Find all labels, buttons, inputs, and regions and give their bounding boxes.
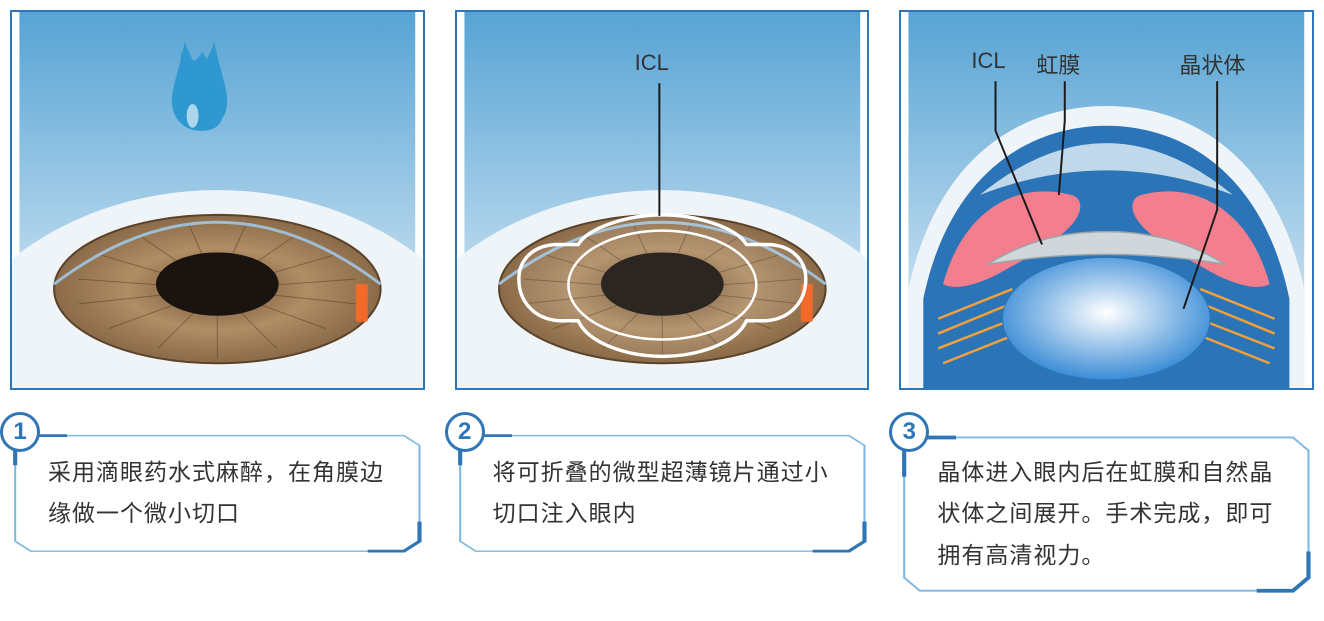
label-icl-p2: ICL <box>635 50 669 76</box>
label-lens-p3: 晶状体 <box>1179 48 1245 80</box>
eye-drop-svg <box>12 12 423 388</box>
step-number-3: 3 <box>889 412 929 452</box>
step-number-1: 1 <box>0 412 40 452</box>
caption-1: 1 采用滴眼药水式麻醉，在角膜边缘做一个微小切口 <box>10 430 425 557</box>
caption-2: 2 将可折叠的微型超薄镜片通过小切口注入眼内 <box>455 430 870 557</box>
eye-cross-section-svg <box>901 12 1312 388</box>
step-number-2: 2 <box>445 412 485 452</box>
panel-1: 1 采用滴眼药水式麻醉，在角膜边缘做一个微小切口 <box>10 10 425 598</box>
illustration-3: ICL 虹膜 晶状体 <box>899 10 1314 390</box>
caption-text-1: 采用滴眼药水式麻醉，在角膜边缘做一个微小切口 <box>48 452 397 535</box>
caption-3: 3 晶体进入眼内后在虹膜和自然晶状体之间展开。手术完成，即可拥有高清视力。 <box>899 430 1314 598</box>
label-icl-p3: ICL <box>971 48 1005 74</box>
illustration-2: ICL <box>455 10 870 390</box>
caption-text-2: 将可折叠的微型超薄镜片通过小切口注入眼内 <box>493 452 842 535</box>
caption-text-3: 晶体进入眼内后在虹膜和自然晶状体之间展开。手术完成，即可拥有高清视力。 <box>937 452 1286 576</box>
label-iris-p3: 虹膜 <box>1036 48 1080 80</box>
panel-3: ICL 虹膜 晶状体 <box>899 10 1314 598</box>
infographic-container: 1 采用滴眼药水式麻醉，在角膜边缘做一个微小切口 ICL <box>10 10 1314 598</box>
illustration-1 <box>10 10 425 390</box>
panel-2: ICL <box>455 10 870 598</box>
